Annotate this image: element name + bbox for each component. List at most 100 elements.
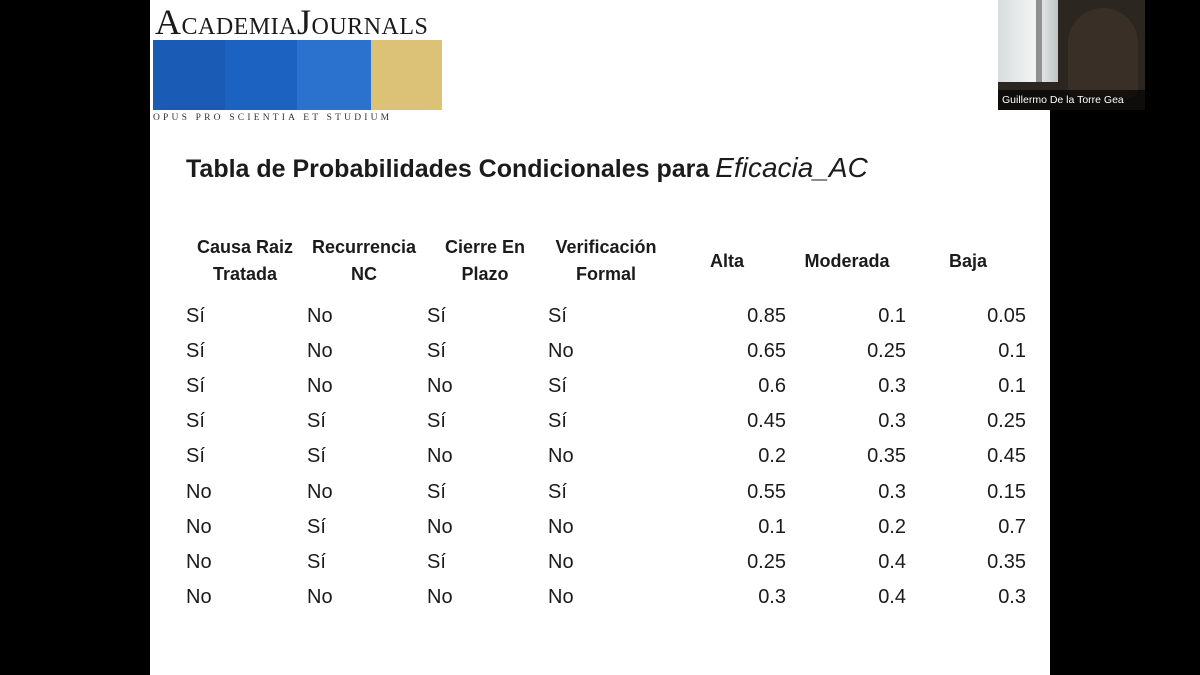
table-cell: No xyxy=(307,480,333,503)
logo-motto: OPUS PRO SCIENTIA ET STUDIUM xyxy=(153,113,393,123)
table-cell: No xyxy=(548,445,574,468)
table-cell: 0.3 xyxy=(758,585,786,608)
table-cell: Sí xyxy=(186,375,205,398)
logo-color-blocks xyxy=(153,40,442,110)
table-cell: 0.1 xyxy=(758,515,786,538)
table-cell: 0.1 xyxy=(998,375,1026,398)
table-cell: No xyxy=(427,585,453,608)
table-cell: 0.3 xyxy=(878,410,906,433)
logo-title-initial-a: A xyxy=(155,2,182,42)
table-cell: 0.25 xyxy=(987,410,1026,433)
table-cell: No xyxy=(186,585,212,608)
logo-block-gold xyxy=(371,40,442,110)
table-cell: 0.4 xyxy=(878,550,906,573)
table-cell: 0.15 xyxy=(987,480,1026,503)
header-causa-raiz-line1: Causa Raiz xyxy=(196,237,294,257)
logo-title-part-1: cademia xyxy=(181,14,297,40)
table-cell: 0.35 xyxy=(867,445,906,468)
table-cell: 0.2 xyxy=(758,445,786,468)
logo-title-part-2: ournals xyxy=(311,14,429,40)
table-cell: 0.65 xyxy=(747,340,786,363)
table-cell: Sí xyxy=(548,375,567,398)
table-cell: 0.3 xyxy=(878,480,906,503)
header-causa-raiz: Causa Raiz Tratada xyxy=(185,234,305,288)
table-cell: 0.85 xyxy=(747,305,786,327)
table-cell: Sí xyxy=(427,550,446,573)
header-recurrencia-line1: Recurrencia xyxy=(311,237,417,257)
header-verificacion-line2: Formal xyxy=(575,264,636,284)
header-verificacion-line1: Verificación xyxy=(555,237,657,257)
academia-journals-logo: AcademiaJournals OPUS PRO SCIENTIA ET ST… xyxy=(153,0,445,128)
header-recurrencia: Recurrencia NC xyxy=(304,234,424,288)
table-cell: No xyxy=(307,585,333,608)
table-cell: Sí xyxy=(186,305,205,327)
table-cell: Sí xyxy=(186,445,205,468)
table-cell: 0.7 xyxy=(998,515,1026,538)
table-cell: No xyxy=(548,550,574,573)
table-cell: Sí xyxy=(427,305,446,327)
table-cell: Sí xyxy=(427,410,446,433)
probability-table: Causa Raiz Tratada Recurrencia NC Cierre En P… xyxy=(150,0,1050,675)
header-alta: Alta xyxy=(709,251,744,271)
logo-block-blue-3 xyxy=(297,40,371,110)
logo-block-blue-2 xyxy=(225,40,297,110)
table-cell: No xyxy=(548,340,574,363)
slide-title-text: Tabla de Probabilidades Condicionales pa… xyxy=(186,155,710,183)
table-cell: 0.55 xyxy=(747,480,786,503)
header-recurrencia-line2: NC xyxy=(351,264,377,284)
header-cierre-plazo-line1: Cierre En xyxy=(444,237,526,257)
header-verificacion: Verificación Formal xyxy=(541,234,671,288)
table-cell: Sí xyxy=(186,410,205,433)
table-cell: Sí xyxy=(548,480,567,503)
slide-title-variable: Eficacia_AC xyxy=(715,152,868,183)
table-cell: No xyxy=(548,585,574,608)
participant-name-label: Guillermo De la Torre Gea xyxy=(998,90,1145,110)
webcam-background-window xyxy=(998,0,1058,82)
webcam-thumbnail[interactable]: Guillermo De la Torre Gea xyxy=(998,0,1145,110)
table-cell: Sí xyxy=(548,410,567,433)
header-cierre-plazo-line2: Plazo xyxy=(461,264,509,284)
table-cell: 0.1 xyxy=(878,305,906,327)
presentation-slide: AcademiaJournals OPUS PRO SCIENTIA ET ST… xyxy=(150,0,1050,675)
table-cell: Sí xyxy=(307,445,326,468)
header-moderada: Moderada xyxy=(804,251,890,271)
table-cell: No xyxy=(307,375,333,398)
table-cell: Sí xyxy=(427,340,446,363)
table-cell: No xyxy=(186,515,212,538)
table-cell: 0.3 xyxy=(878,375,906,398)
table-cell: Sí xyxy=(186,340,205,363)
table-cell: 0.2 xyxy=(878,515,906,538)
table-cell: Sí xyxy=(307,550,326,573)
table-cell: Sí xyxy=(427,480,446,503)
table-cell: Sí xyxy=(548,305,567,327)
table-cell: 0.1 xyxy=(998,340,1026,363)
table-cell: 0.6 xyxy=(758,375,786,398)
table-cell: 0.4 xyxy=(878,585,906,608)
webcam-window-frame xyxy=(1036,0,1042,82)
table-cell: 0.45 xyxy=(747,410,786,433)
table-cell: No xyxy=(427,375,453,398)
logo-block-blue-1 xyxy=(153,40,225,110)
webcam-participant-silhouette xyxy=(1068,8,1138,98)
header-causa-raiz-line2: Tratada xyxy=(212,264,278,284)
table-cell: Sí xyxy=(307,515,326,538)
table-cell: No xyxy=(427,515,453,538)
table-cell: 0.25 xyxy=(867,340,906,363)
table-cell: No xyxy=(548,515,574,538)
slide-title: Tabla de Probabilidades Condicionales pa… xyxy=(186,152,868,184)
table-cell: 0.35 xyxy=(987,550,1026,573)
table-cell: No xyxy=(427,445,453,468)
logo-title: AcademiaJournals xyxy=(155,2,447,47)
table-cell: 0.25 xyxy=(747,550,786,573)
table-cell: No xyxy=(186,480,212,503)
table-cell: No xyxy=(307,305,333,327)
table-cell: No xyxy=(307,340,333,363)
header-baja: Baja xyxy=(948,251,988,271)
table-cell: Sí xyxy=(307,410,326,433)
header-cierre-plazo: Cierre En Plazo xyxy=(430,234,540,288)
table-cell: 0.05 xyxy=(987,305,1026,327)
table-cell: No xyxy=(186,550,212,573)
table-cell: 0.45 xyxy=(987,445,1026,468)
logo-title-initial-j: J xyxy=(297,2,312,42)
